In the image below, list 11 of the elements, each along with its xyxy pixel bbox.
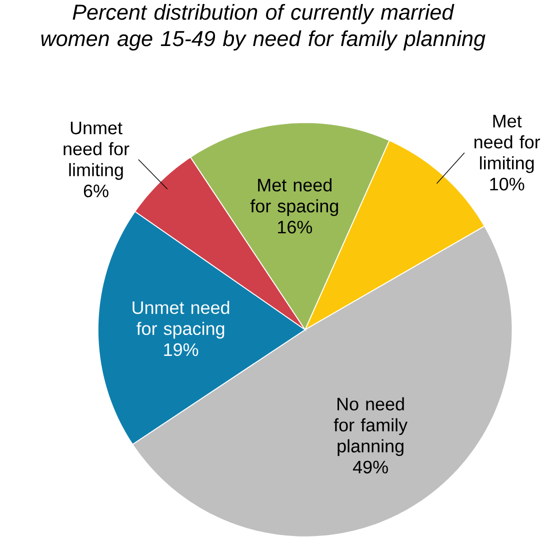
data-label: 49% [352, 460, 388, 474]
slice-label: Met need for spacing [250, 178, 338, 216]
data-label: 10% [490, 178, 524, 190]
slice-label: Met need for limiting [474, 114, 540, 173]
slice-label: No need for family planning [334, 397, 408, 456]
slice-label: Unmet need for limiting [64, 122, 130, 180]
slice-label: Unmet need for spacing [132, 300, 230, 338]
data-label: 6% [84, 184, 108, 198]
chart-title: Percent distribution of currently married women age 15-49 by need for family planning [41, 4, 486, 50]
data-label: 19% [164, 343, 198, 356]
data-label: 16% [278, 220, 312, 234]
